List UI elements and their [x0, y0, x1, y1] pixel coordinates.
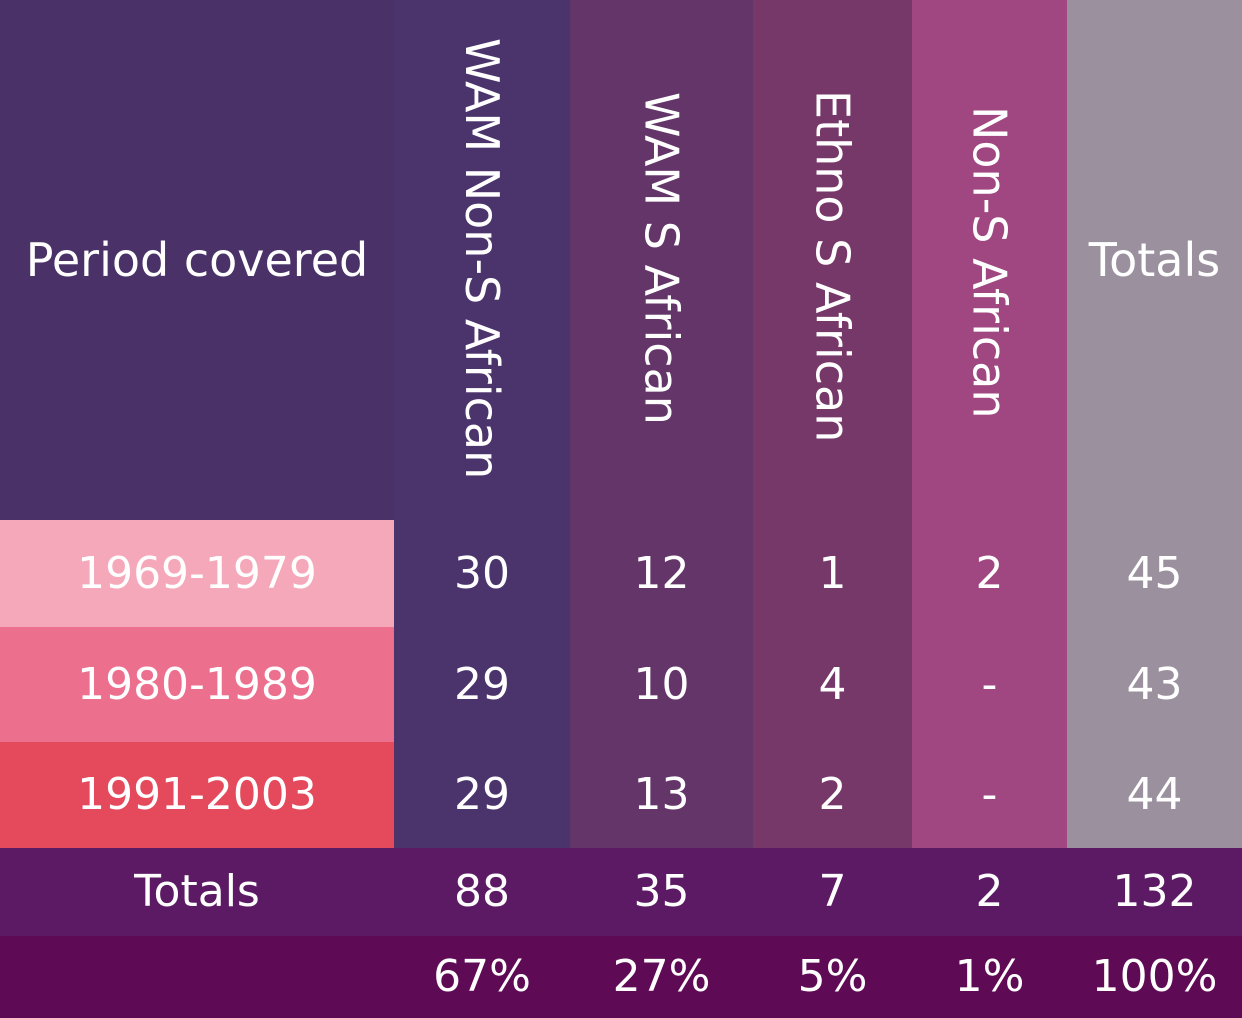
period-header-bg — [0, 0, 394, 520]
pct-wam-non-s: 67% — [433, 951, 531, 1002]
totals-wam-non-s: 88 — [454, 866, 510, 917]
cell-r1-totals: 45 — [1126, 547, 1183, 599]
header-ethno-wrap: Ethno S African — [753, 90, 912, 490]
cell-r1-non-s: 2 — [975, 547, 1004, 599]
cell-r2-non-s: - — [981, 658, 998, 710]
header-wam-s-african: WAM S African — [634, 92, 689, 425]
cell-r3-wam-s: 13 — [633, 769, 690, 820]
header-totals: Totals — [1088, 233, 1221, 287]
totals-row-bg — [0, 848, 1242, 936]
cell-r3-non-s: - — [981, 769, 998, 820]
pct-wam-s: 27% — [612, 951, 711, 1002]
totals-wam-s: 35 — [633, 866, 690, 917]
header-ethno-s-african: Ethno S African — [805, 90, 860, 443]
cell-r2-ethno: 4 — [818, 658, 847, 710]
pct-ethno: 5% — [797, 951, 868, 1002]
cell-r3-totals: 44 — [1126, 769, 1183, 820]
col-bg-wam-s — [570, 0, 753, 848]
cell-r2-wam-non-s: 29 — [454, 658, 510, 710]
totals-row-label: Totals — [134, 866, 260, 917]
row-period-1980: 1980-1989 — [0, 627, 394, 742]
header-non-s-african: Non-S African — [962, 106, 1017, 419]
row-period-1991: 1991-2003 — [0, 742, 394, 848]
col-bg-totals — [1067, 0, 1242, 848]
header-wam-non-s-wrap: WAM Non-S African — [394, 38, 570, 498]
col-bg-wam-non-s — [394, 0, 570, 848]
cell-r1-wam-non-s: 30 — [454, 547, 510, 599]
cell-r3-ethno: 2 — [818, 769, 847, 820]
header-wam-non-s-african: WAM Non-S African — [455, 38, 509, 480]
col-bg-non-s — [912, 0, 1067, 848]
totals-ethno: 7 — [818, 866, 847, 917]
pct-totals: 100% — [1091, 951, 1218, 1002]
header-period-covered: Period covered — [25, 233, 369, 287]
cell-r2-wam-s: 10 — [633, 658, 690, 710]
totals-non-s: 2 — [975, 866, 1004, 917]
col-bg-ethno — [753, 0, 912, 848]
header-non-s-wrap: Non-S African — [912, 106, 1067, 506]
pct-non-s: 1% — [954, 951, 1025, 1002]
totals-grand: 132 — [1112, 866, 1197, 917]
cell-r3-wam-non-s: 29 — [454, 769, 510, 820]
cell-r1-ethno: 1 — [818, 547, 847, 599]
pct-row-bg — [0, 936, 1242, 1018]
cell-r2-totals: 43 — [1126, 658, 1183, 710]
header-wam-s-wrap: WAM S African — [570, 92, 753, 492]
row-period-1969: 1969-1979 — [0, 520, 394, 627]
cell-r1-wam-s: 12 — [633, 547, 690, 599]
